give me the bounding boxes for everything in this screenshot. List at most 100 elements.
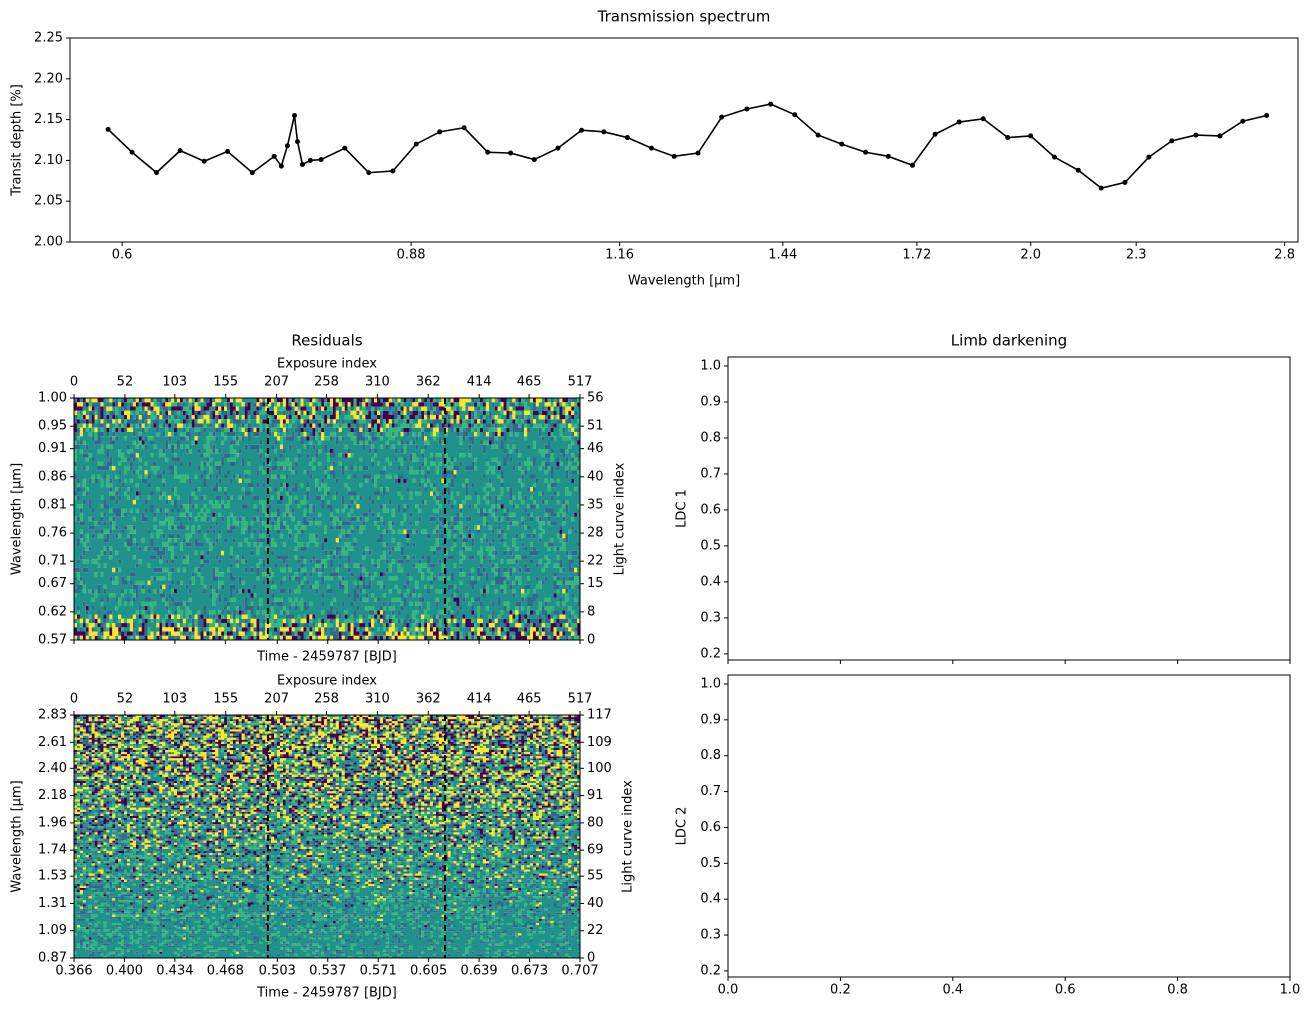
spectrum-point bbox=[1028, 133, 1034, 139]
x-tick-label: 0.6 bbox=[1055, 983, 1076, 998]
spectrum-point bbox=[390, 168, 396, 174]
x2-tick-label: 103 bbox=[162, 375, 187, 390]
x-tick-label: 2.0 bbox=[1020, 248, 1041, 263]
x-tick-label: 0.366 bbox=[55, 964, 92, 979]
x2-tick-label: 155 bbox=[213, 692, 238, 707]
spectrum-point bbox=[299, 161, 305, 167]
y2-tick-label: 0 bbox=[587, 951, 595, 966]
y-tick-label: 2.25 bbox=[34, 31, 63, 46]
spectrum-point bbox=[1146, 154, 1152, 160]
x-axis-label: Time - 2459787 [BJD] bbox=[256, 650, 397, 665]
x-tick-label: 0.0 bbox=[718, 983, 739, 998]
y2-tick-label: 80 bbox=[587, 815, 604, 830]
x2-tick-label: 465 bbox=[517, 375, 542, 390]
spectrum-point bbox=[508, 150, 514, 156]
x-tick-label: 0.571 bbox=[360, 964, 397, 979]
spectrum-point bbox=[291, 113, 297, 119]
y-tick-label: 2.40 bbox=[38, 761, 67, 776]
y-tick-label: 2.10 bbox=[34, 153, 63, 168]
x2-axis-label: Exposure index bbox=[277, 357, 377, 372]
y-tick-label: 0.2 bbox=[700, 646, 721, 661]
y-tick-label: 2.18 bbox=[38, 788, 67, 803]
y-axis-label: Wavelength [μm] bbox=[10, 463, 25, 575]
y2-tick-label: 8 bbox=[587, 604, 595, 619]
spectrum-point bbox=[342, 145, 348, 151]
y2-tick-label: 56 bbox=[587, 391, 604, 406]
y2-tick-label: 15 bbox=[587, 576, 604, 591]
x2-tick-label: 362 bbox=[416, 375, 441, 390]
x2-tick-label: 0 bbox=[70, 692, 78, 707]
x-tick-label: 0.88 bbox=[397, 248, 426, 263]
spectrum-point bbox=[153, 170, 159, 176]
spectrum-point bbox=[284, 143, 290, 149]
y-tick-label: 0.3 bbox=[700, 610, 721, 625]
spectrum-point bbox=[815, 132, 821, 138]
spectrum-point bbox=[105, 126, 111, 132]
spectrum-point bbox=[1264, 113, 1270, 119]
spectrum-point bbox=[885, 153, 891, 159]
spectrum-line bbox=[107, 103, 1267, 190]
x-tick-label: 1.16 bbox=[605, 248, 634, 263]
y2-tick-label: 0 bbox=[587, 633, 595, 648]
y-tick-label: 2.83 bbox=[38, 708, 67, 723]
x-tick-label: 0.6 bbox=[112, 248, 133, 263]
x-tick-label: 0.537 bbox=[309, 964, 346, 979]
x2-tick-label: 465 bbox=[517, 692, 542, 707]
spectrum-point bbox=[601, 129, 607, 135]
spectrum-point bbox=[1098, 185, 1104, 191]
y2-tick-label: 28 bbox=[587, 526, 604, 541]
spectrum-point bbox=[555, 145, 561, 151]
x2-tick-label: 517 bbox=[568, 375, 593, 390]
y2-tick-label: 69 bbox=[587, 843, 604, 858]
spectrum-point bbox=[1051, 154, 1057, 160]
spectrum-point bbox=[932, 131, 938, 137]
x2-tick-label: 362 bbox=[416, 692, 441, 707]
spectrum-point bbox=[413, 141, 419, 147]
y-tick-label: 1.0 bbox=[700, 676, 721, 691]
x2-tick-label: 155 bbox=[213, 375, 238, 390]
heatmap-texture bbox=[74, 398, 581, 641]
x-tick-label: 2.8 bbox=[1274, 248, 1295, 263]
y-tick-label: 0.86 bbox=[38, 469, 67, 484]
y2-tick-label: 40 bbox=[587, 469, 604, 484]
heatmap-texture bbox=[74, 715, 581, 954]
spectrum-point bbox=[225, 148, 231, 154]
y-tick-label: 0.6 bbox=[700, 820, 721, 835]
y-tick-label: 2.61 bbox=[38, 735, 67, 750]
y2-tick-label: 55 bbox=[587, 869, 604, 884]
y2-tick-label: 91 bbox=[587, 788, 604, 803]
y-tick-label: 0.87 bbox=[38, 951, 67, 966]
y2-tick-label: 100 bbox=[587, 761, 612, 776]
y-axis-label: LDC 1 bbox=[675, 489, 690, 528]
x2-tick-label: 310 bbox=[365, 692, 390, 707]
x2-axis-label: Exposure index bbox=[277, 674, 377, 689]
y-tick-label: 0.4 bbox=[700, 574, 721, 589]
axes-title: Residuals bbox=[291, 332, 362, 350]
x2-tick-label: 52 bbox=[117, 375, 134, 390]
y-tick-label: 0.71 bbox=[38, 554, 67, 569]
x-axis-label: Wavelength [μm] bbox=[628, 274, 740, 289]
y-axis-label: Wavelength [μm] bbox=[10, 780, 25, 892]
spectrum-point bbox=[1005, 135, 1011, 141]
y2-tick-label: 46 bbox=[587, 441, 604, 456]
x2-tick-label: 207 bbox=[264, 375, 289, 390]
x-tick-label: 1.0 bbox=[1280, 983, 1301, 998]
x2-tick-label: 103 bbox=[162, 692, 187, 707]
axes-frame bbox=[69, 37, 1299, 243]
y2-tick-label: 117 bbox=[587, 708, 612, 723]
spectrum-point bbox=[461, 125, 467, 131]
spectrum-point bbox=[307, 157, 313, 163]
y2-axis-label: Light curve index bbox=[613, 462, 628, 575]
spectrum-point bbox=[1169, 138, 1175, 144]
y-tick-label: 1.0 bbox=[700, 358, 721, 373]
y-tick-label: 1.74 bbox=[38, 843, 67, 858]
x-tick-label: 0.639 bbox=[460, 964, 497, 979]
y-tick-label: 0.67 bbox=[38, 576, 67, 591]
y-tick-label: 1.31 bbox=[38, 896, 67, 911]
x2-tick-label: 207 bbox=[264, 692, 289, 707]
spectrum-point bbox=[278, 163, 284, 169]
y-tick-label: 2.00 bbox=[34, 235, 63, 250]
y-tick-label: 0.7 bbox=[700, 784, 721, 799]
spectrum-point bbox=[624, 135, 630, 141]
